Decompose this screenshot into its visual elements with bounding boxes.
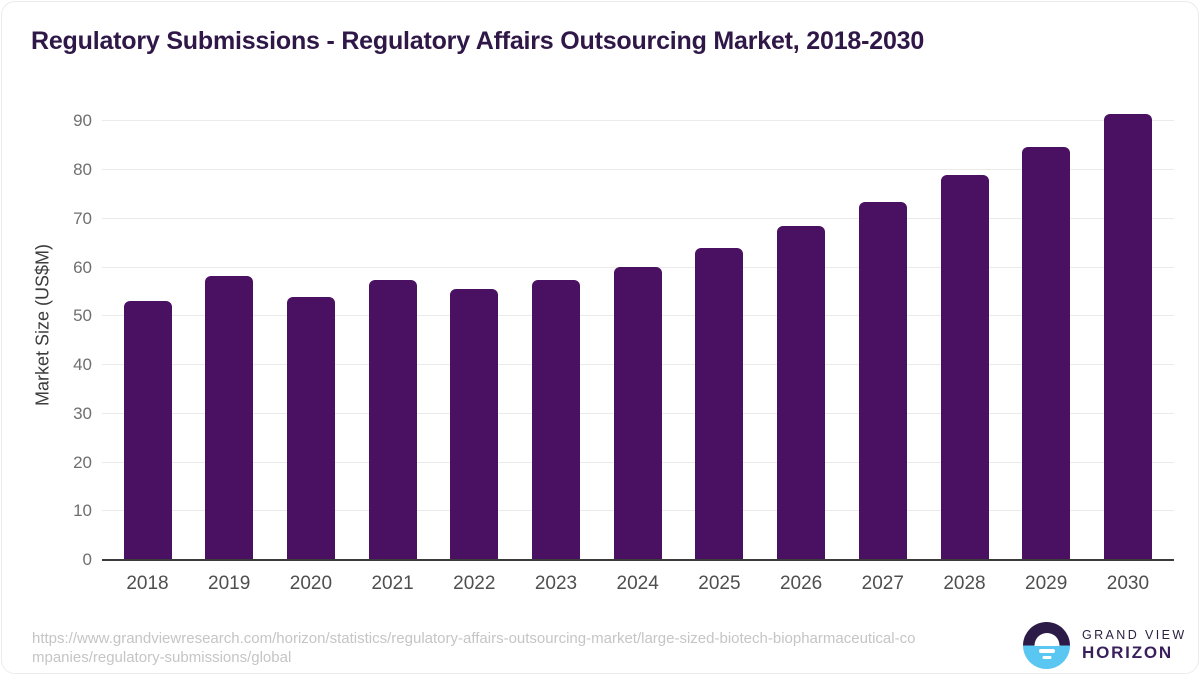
bar-2030: [1103, 114, 1152, 560]
x-tick-label: 2029: [1025, 573, 1068, 594]
bar-2025: [695, 248, 744, 560]
y-tick-label: 90: [73, 111, 92, 131]
y-tick-label: 50: [73, 306, 92, 326]
bar-2027: [858, 201, 907, 560]
y-tick-label: 60: [73, 257, 92, 277]
y-tick-label: 80: [73, 160, 92, 180]
bar-2022: [450, 288, 499, 560]
y-tick-label: 0: [82, 550, 92, 569]
sunrise-logo-icon: [1023, 622, 1070, 669]
x-axis-line: [102, 559, 1174, 561]
bar-2026: [777, 225, 826, 560]
x-tick-label: 2026: [779, 573, 823, 594]
bar-chart-plot-area: 0 10 20 30 40 50 60 70 80 90 2018 2019 2020 2021 2022 2…: [73, 97, 1174, 594]
bar-2020: [286, 296, 335, 560]
x-tick-label: 2028: [943, 573, 986, 594]
x-tick-label: 2027: [861, 573, 904, 594]
x-tick-label: 2030: [1106, 573, 1150, 594]
bar-2029: [1022, 147, 1071, 560]
y-tick-label: 40: [73, 355, 92, 375]
source-url-text: https://www.grandviewresearch.com/horizo…: [32, 630, 916, 666]
bar-2018: [123, 301, 172, 560]
y-tick-label: 10: [73, 501, 92, 521]
gridline: [102, 169, 1174, 171]
x-tick-label: 2023: [534, 573, 578, 594]
chart-title: Regulatory Submissions - Regulatory Affa…: [31, 27, 925, 55]
x-tick-label: 2022: [453, 573, 496, 594]
y-tick-label: 20: [73, 452, 92, 472]
x-tick-label: 2020: [289, 573, 333, 594]
bar-2028: [940, 175, 989, 560]
sun-icon: [1034, 633, 1059, 646]
bar-2024: [613, 266, 662, 560]
grand-view-horizon-logo: GRAND VIEW HORIZON: [1023, 622, 1187, 669]
x-tick-label: 2024: [616, 573, 659, 594]
sun-reflection-bar-icon: [1042, 655, 1051, 659]
x-tick-label: 2018: [126, 573, 169, 594]
gridline: [102, 217, 1174, 219]
x-tick-label: 2025: [698, 573, 741, 594]
bar-2019: [205, 275, 254, 560]
logo-text-horizon: HORIZON: [1082, 643, 1173, 662]
x-tick-label: 2021: [371, 573, 414, 594]
x-tick-label: 2019: [208, 573, 251, 594]
bar-2023: [532, 280, 580, 560]
gridline: [102, 120, 1174, 122]
sun-reflection-bar-icon: [1038, 649, 1055, 653]
y-tick-label: 30: [73, 403, 92, 423]
y-tick-label: 70: [73, 208, 92, 228]
logo-text-grand-view: GRAND VIEW: [1082, 628, 1187, 642]
bar-2021: [368, 279, 417, 560]
logo-text-block: GRAND VIEW HORIZON: [1082, 628, 1187, 663]
